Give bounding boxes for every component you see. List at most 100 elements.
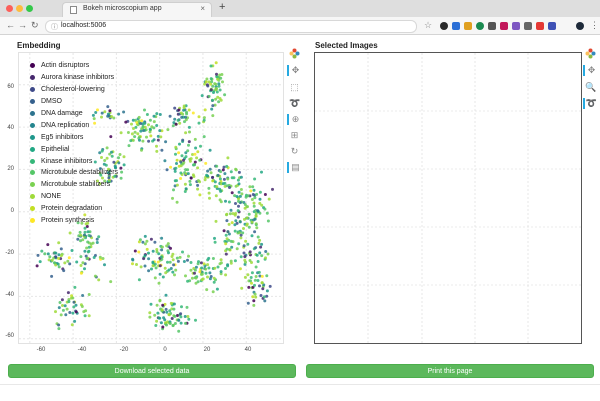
scatter-point[interactable] xyxy=(186,168,190,172)
scatter-point[interactable] xyxy=(265,211,269,215)
scatter-point[interactable] xyxy=(214,194,218,198)
scatter-point[interactable] xyxy=(195,156,199,160)
scatter-point[interactable] xyxy=(181,162,185,166)
scatter-point[interactable] xyxy=(142,257,146,261)
scatter-point[interactable] xyxy=(145,247,149,251)
scatter-point[interactable] xyxy=(238,231,242,235)
scatter-point[interactable] xyxy=(247,285,251,289)
scatter-point[interactable] xyxy=(229,259,233,263)
scatter-point[interactable] xyxy=(173,169,177,173)
scatter-point[interactable] xyxy=(219,189,223,193)
scatter-point[interactable] xyxy=(91,113,95,117)
scatter-point[interactable] xyxy=(199,261,203,265)
scatter-point[interactable] xyxy=(158,113,162,116)
scatter-point[interactable] xyxy=(194,276,198,280)
scatter-point[interactable] xyxy=(36,253,40,257)
scatter-point[interactable] xyxy=(164,140,168,144)
scatter-point[interactable] xyxy=(184,118,188,122)
scatter-point[interactable] xyxy=(184,321,187,325)
scatter-point[interactable] xyxy=(83,233,86,237)
box-select-tool-icon[interactable]: ⬚ xyxy=(290,82,299,92)
scatter-point[interactable] xyxy=(177,329,181,333)
scatter-point[interactable] xyxy=(117,161,121,165)
bokeh-logo-icon[interactable] xyxy=(289,48,300,59)
scatter-point[interactable] xyxy=(160,308,164,312)
tab-close-icon[interactable]: × xyxy=(200,4,205,13)
scatter-point[interactable] xyxy=(61,304,64,307)
scatter-point[interactable] xyxy=(202,262,206,266)
scatter-point[interactable] xyxy=(171,324,175,328)
scatter-point[interactable] xyxy=(206,84,210,88)
scatter-point[interactable] xyxy=(59,254,63,258)
scatter-point[interactable] xyxy=(73,285,77,289)
scatter-point[interactable] xyxy=(214,97,218,101)
scatter-point[interactable] xyxy=(187,125,191,129)
scatter-point[interactable] xyxy=(179,160,183,164)
scatter-point[interactable] xyxy=(155,112,159,116)
scatter-point[interactable] xyxy=(147,123,150,127)
legend-item[interactable]: Kinase inhibitors xyxy=(30,155,118,167)
scatter-point[interactable] xyxy=(246,194,250,198)
scatter-point[interactable] xyxy=(134,125,138,129)
scatter-point[interactable] xyxy=(208,167,212,171)
scatter-point[interactable] xyxy=(85,257,89,261)
scatter-point[interactable] xyxy=(143,108,146,112)
scatter-point[interactable] xyxy=(260,242,264,246)
scatter-point[interactable] xyxy=(249,279,252,283)
legend-item[interactable]: Microtubule stabilizers xyxy=(30,179,118,191)
scatter-point[interactable] xyxy=(229,239,233,243)
scatter-point[interactable] xyxy=(209,77,213,81)
scatter-point[interactable] xyxy=(179,315,183,319)
scatter-point[interactable] xyxy=(174,166,178,170)
scatter-point[interactable] xyxy=(97,278,101,282)
scatter-point[interactable] xyxy=(256,209,260,213)
scatter-point[interactable] xyxy=(257,241,261,245)
scatter-point[interactable] xyxy=(141,240,145,244)
scatter-point[interactable] xyxy=(215,185,219,189)
scatter-point[interactable] xyxy=(216,265,220,269)
legend-item[interactable]: Eg5 inhibitors xyxy=(30,131,118,143)
scatter-point[interactable] xyxy=(188,159,192,163)
scatter-point[interactable] xyxy=(207,186,211,190)
scatter-point[interactable] xyxy=(63,304,67,308)
scatter-point[interactable] xyxy=(250,281,253,285)
scatter-point[interactable] xyxy=(189,261,193,264)
scatter-point[interactable] xyxy=(263,193,267,196)
scatter-point[interactable] xyxy=(71,311,75,315)
scatter-point[interactable] xyxy=(207,94,211,98)
scatter-point[interactable] xyxy=(137,240,141,244)
scatter-point[interactable] xyxy=(170,255,174,258)
scatter-point[interactable] xyxy=(139,265,143,269)
scatter-point[interactable] xyxy=(202,118,206,122)
scatter-point[interactable] xyxy=(68,311,72,314)
scatter-point[interactable] xyxy=(92,256,96,259)
scatter-point[interactable] xyxy=(239,236,243,240)
scatter-point[interactable] xyxy=(68,231,72,235)
scatter-point[interactable] xyxy=(226,264,230,268)
scatter-point[interactable] xyxy=(248,259,252,262)
scatter-point[interactable] xyxy=(205,77,209,81)
scatter-point[interactable] xyxy=(160,245,164,249)
scatter-point[interactable] xyxy=(165,168,169,172)
scatter-point[interactable] xyxy=(153,313,157,317)
scatter-point[interactable] xyxy=(184,274,187,278)
scatter-point[interactable] xyxy=(155,248,159,251)
scatter-point[interactable] xyxy=(112,116,116,120)
scatter-point[interactable] xyxy=(184,187,188,191)
scatter-point[interactable] xyxy=(110,115,113,118)
scatter-point[interactable] xyxy=(199,144,202,148)
scatter-point[interactable] xyxy=(147,251,150,255)
scatter-point[interactable] xyxy=(210,80,214,84)
scatter-point[interactable] xyxy=(250,271,254,275)
scatter-point[interactable] xyxy=(233,194,237,198)
scatter-point[interactable] xyxy=(119,176,123,180)
scatter-point[interactable] xyxy=(177,151,181,155)
scatter-point[interactable] xyxy=(207,80,211,84)
scatter-point[interactable] xyxy=(180,305,183,309)
scatter-point[interactable] xyxy=(140,127,144,131)
scatter-point[interactable] xyxy=(74,310,78,314)
scatter-point[interactable] xyxy=(93,274,97,278)
scatter-point[interactable] xyxy=(54,255,58,259)
scatter-point[interactable] xyxy=(230,245,234,249)
scatter-point[interactable] xyxy=(40,249,44,253)
